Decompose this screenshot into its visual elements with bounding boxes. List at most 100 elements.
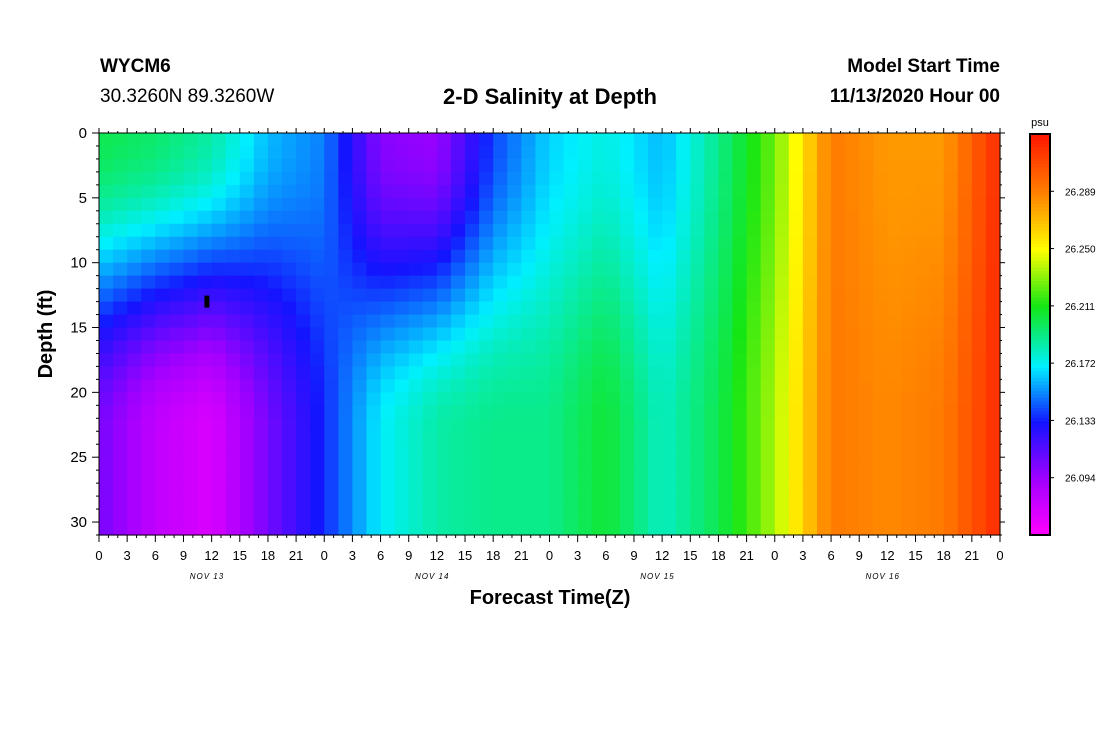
heatmap-cell [746, 301, 762, 316]
x-tick-label: 9 [856, 548, 863, 563]
heatmap-cell [465, 171, 480, 186]
heatmap-cell [253, 509, 269, 523]
colorbar-segment [1030, 271, 1050, 275]
heatmap-cell [957, 171, 973, 186]
heatmap-cell [901, 145, 917, 160]
heatmap-cell [591, 392, 607, 406]
heatmap-cell [169, 444, 185, 458]
heatmap-cell [211, 327, 227, 342]
heatmap-cell [296, 522, 311, 536]
heatmap-cell [465, 483, 480, 497]
colorbar-segment [1030, 277, 1050, 282]
heatmap-cell [845, 184, 860, 199]
heatmap-cell [352, 405, 368, 419]
heatmap-cell [943, 522, 959, 536]
model-start-value: 11/13/2020 Hour 00 [829, 86, 1000, 107]
heatmap-cell [267, 275, 283, 290]
heatmap-cell [816, 418, 832, 432]
colorbar-segment [1030, 394, 1050, 399]
heatmap-cell [225, 262, 241, 277]
heatmap-cell [408, 327, 424, 342]
heatmap-cell [169, 236, 185, 251]
heatmap-cell [563, 236, 579, 251]
heatmap-cell [324, 340, 339, 355]
heatmap-cell [605, 392, 621, 406]
heatmap-cell [915, 392, 931, 406]
heatmap-cell [239, 314, 255, 329]
heatmap-cell [253, 444, 269, 458]
x-tick-label: 21 [965, 548, 979, 563]
heatmap-cell [901, 483, 917, 497]
heatmap-cell [845, 431, 860, 445]
heatmap-cell [774, 184, 790, 199]
heatmap-cell [633, 262, 649, 277]
heatmap-cell [831, 314, 846, 329]
heatmap-cell [605, 405, 621, 419]
heatmap-cell [422, 158, 438, 173]
heatmap-cell [662, 171, 677, 186]
heatmap-cell [127, 158, 142, 173]
heatmap-cell [901, 418, 917, 432]
heatmap-cell [253, 483, 269, 497]
heatmap-cell [732, 405, 748, 419]
heatmap-cell [493, 509, 508, 523]
heatmap-cell [549, 379, 565, 393]
heatmap-cell [113, 327, 128, 342]
heatmap-cell [774, 236, 790, 251]
heatmap-cell [929, 496, 945, 510]
heatmap-cell [746, 288, 762, 303]
heatmap-cell [859, 275, 874, 290]
colorbar-segment [1030, 140, 1050, 145]
heatmap-cell [141, 145, 156, 160]
heatmap-cell [816, 301, 832, 316]
heatmap-cell [422, 197, 438, 212]
heatmap-cell [704, 522, 720, 536]
heatmap-cell [394, 483, 410, 497]
colorbar-segment [1030, 337, 1050, 342]
heatmap-cell [845, 223, 860, 238]
heatmap-cell [831, 301, 846, 316]
heatmap-cell [971, 327, 987, 342]
heatmap-cell [563, 496, 579, 510]
heatmap-cell [788, 184, 804, 199]
heatmap-cell [296, 288, 311, 303]
heatmap-cell [465, 327, 480, 342]
heatmap-cell [127, 327, 142, 342]
heatmap-cell [901, 223, 917, 238]
colorbar-segment [1030, 474, 1050, 479]
heatmap-cell [225, 145, 241, 160]
heatmap-cell [183, 392, 199, 406]
heatmap-cell [267, 288, 283, 303]
heatmap-cell [366, 158, 382, 173]
heatmap-cell [127, 392, 142, 406]
heatmap-cell [408, 288, 424, 303]
heatmap-cell [845, 314, 860, 329]
heatmap-cell [352, 522, 368, 536]
heatmap-cell [155, 340, 170, 355]
heatmap-cell [282, 470, 297, 484]
heatmap-cell [141, 158, 156, 173]
heatmap-cell [465, 210, 480, 225]
heatmap-cell [591, 197, 607, 212]
heatmap-cell [169, 171, 185, 186]
heatmap-cell [535, 197, 551, 212]
heatmap-cell [845, 392, 860, 406]
heatmap-cell [127, 457, 142, 471]
heatmap-cell [549, 145, 565, 160]
heatmap-cell [99, 249, 114, 264]
heatmap-cell [577, 379, 593, 393]
heatmap-cell [239, 236, 255, 251]
heatmap-cell [746, 210, 762, 225]
heatmap-cell [549, 392, 565, 406]
heatmap-cell [549, 366, 565, 380]
heatmap-cell [577, 288, 593, 303]
heatmap-cell [648, 470, 663, 484]
heatmap-cell [591, 470, 607, 484]
heatmap-cell [577, 210, 593, 225]
heatmap-cell [380, 509, 396, 523]
heatmap-cell [211, 288, 227, 303]
heatmap-cell [633, 133, 649, 147]
heatmap-cell [704, 431, 720, 445]
heatmap-cell [985, 249, 1001, 264]
heatmap-cell [465, 236, 480, 251]
